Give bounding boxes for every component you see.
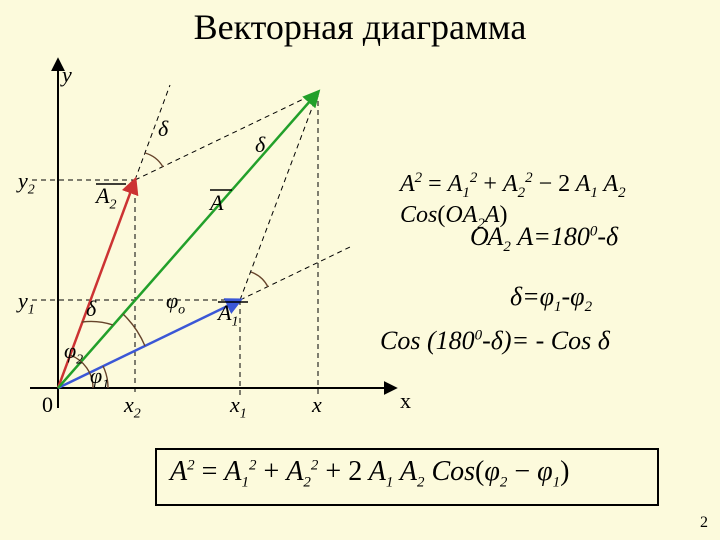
y1-tick: y1 [18,288,35,318]
y-axis-label: y [62,62,72,88]
eq-angle: ОА2 А=1800-δ [470,222,618,256]
delta-lower: δ [86,296,96,322]
y2-tick: y2 [18,168,35,198]
phi2-label: φ2 [64,338,83,368]
x1-tick: x1 [230,392,247,422]
delta-upper-1: δ [158,116,168,142]
vector-A [58,92,318,388]
eq-delta: δ=φ1-φ2 [510,282,592,316]
x-axis-label: x [400,388,411,414]
eq-main: A2 = A12 + A22 + 2 A1 A2 Cos(φ2 − φ1) [170,456,569,492]
A-label: A [210,190,223,216]
arc-delta-A1 [251,272,268,287]
A1-label: A1 [218,300,238,330]
A2-label: A2 [96,183,116,213]
phi1-label: φ1 [90,363,109,393]
x-tick: x [312,392,322,418]
eq-cos-180: Cos (1800-δ)= - Cos δ [380,326,610,356]
dash-para-right [240,92,318,300]
arc-phi-o [123,314,145,346]
page-number: 2 [700,514,708,532]
delta-upper-2: δ [255,132,265,158]
phi-o-label: φо [166,288,185,318]
x2-tick: x2 [124,392,141,422]
arc-delta-A2 [145,153,163,167]
origin-label: 0 [42,392,53,418]
